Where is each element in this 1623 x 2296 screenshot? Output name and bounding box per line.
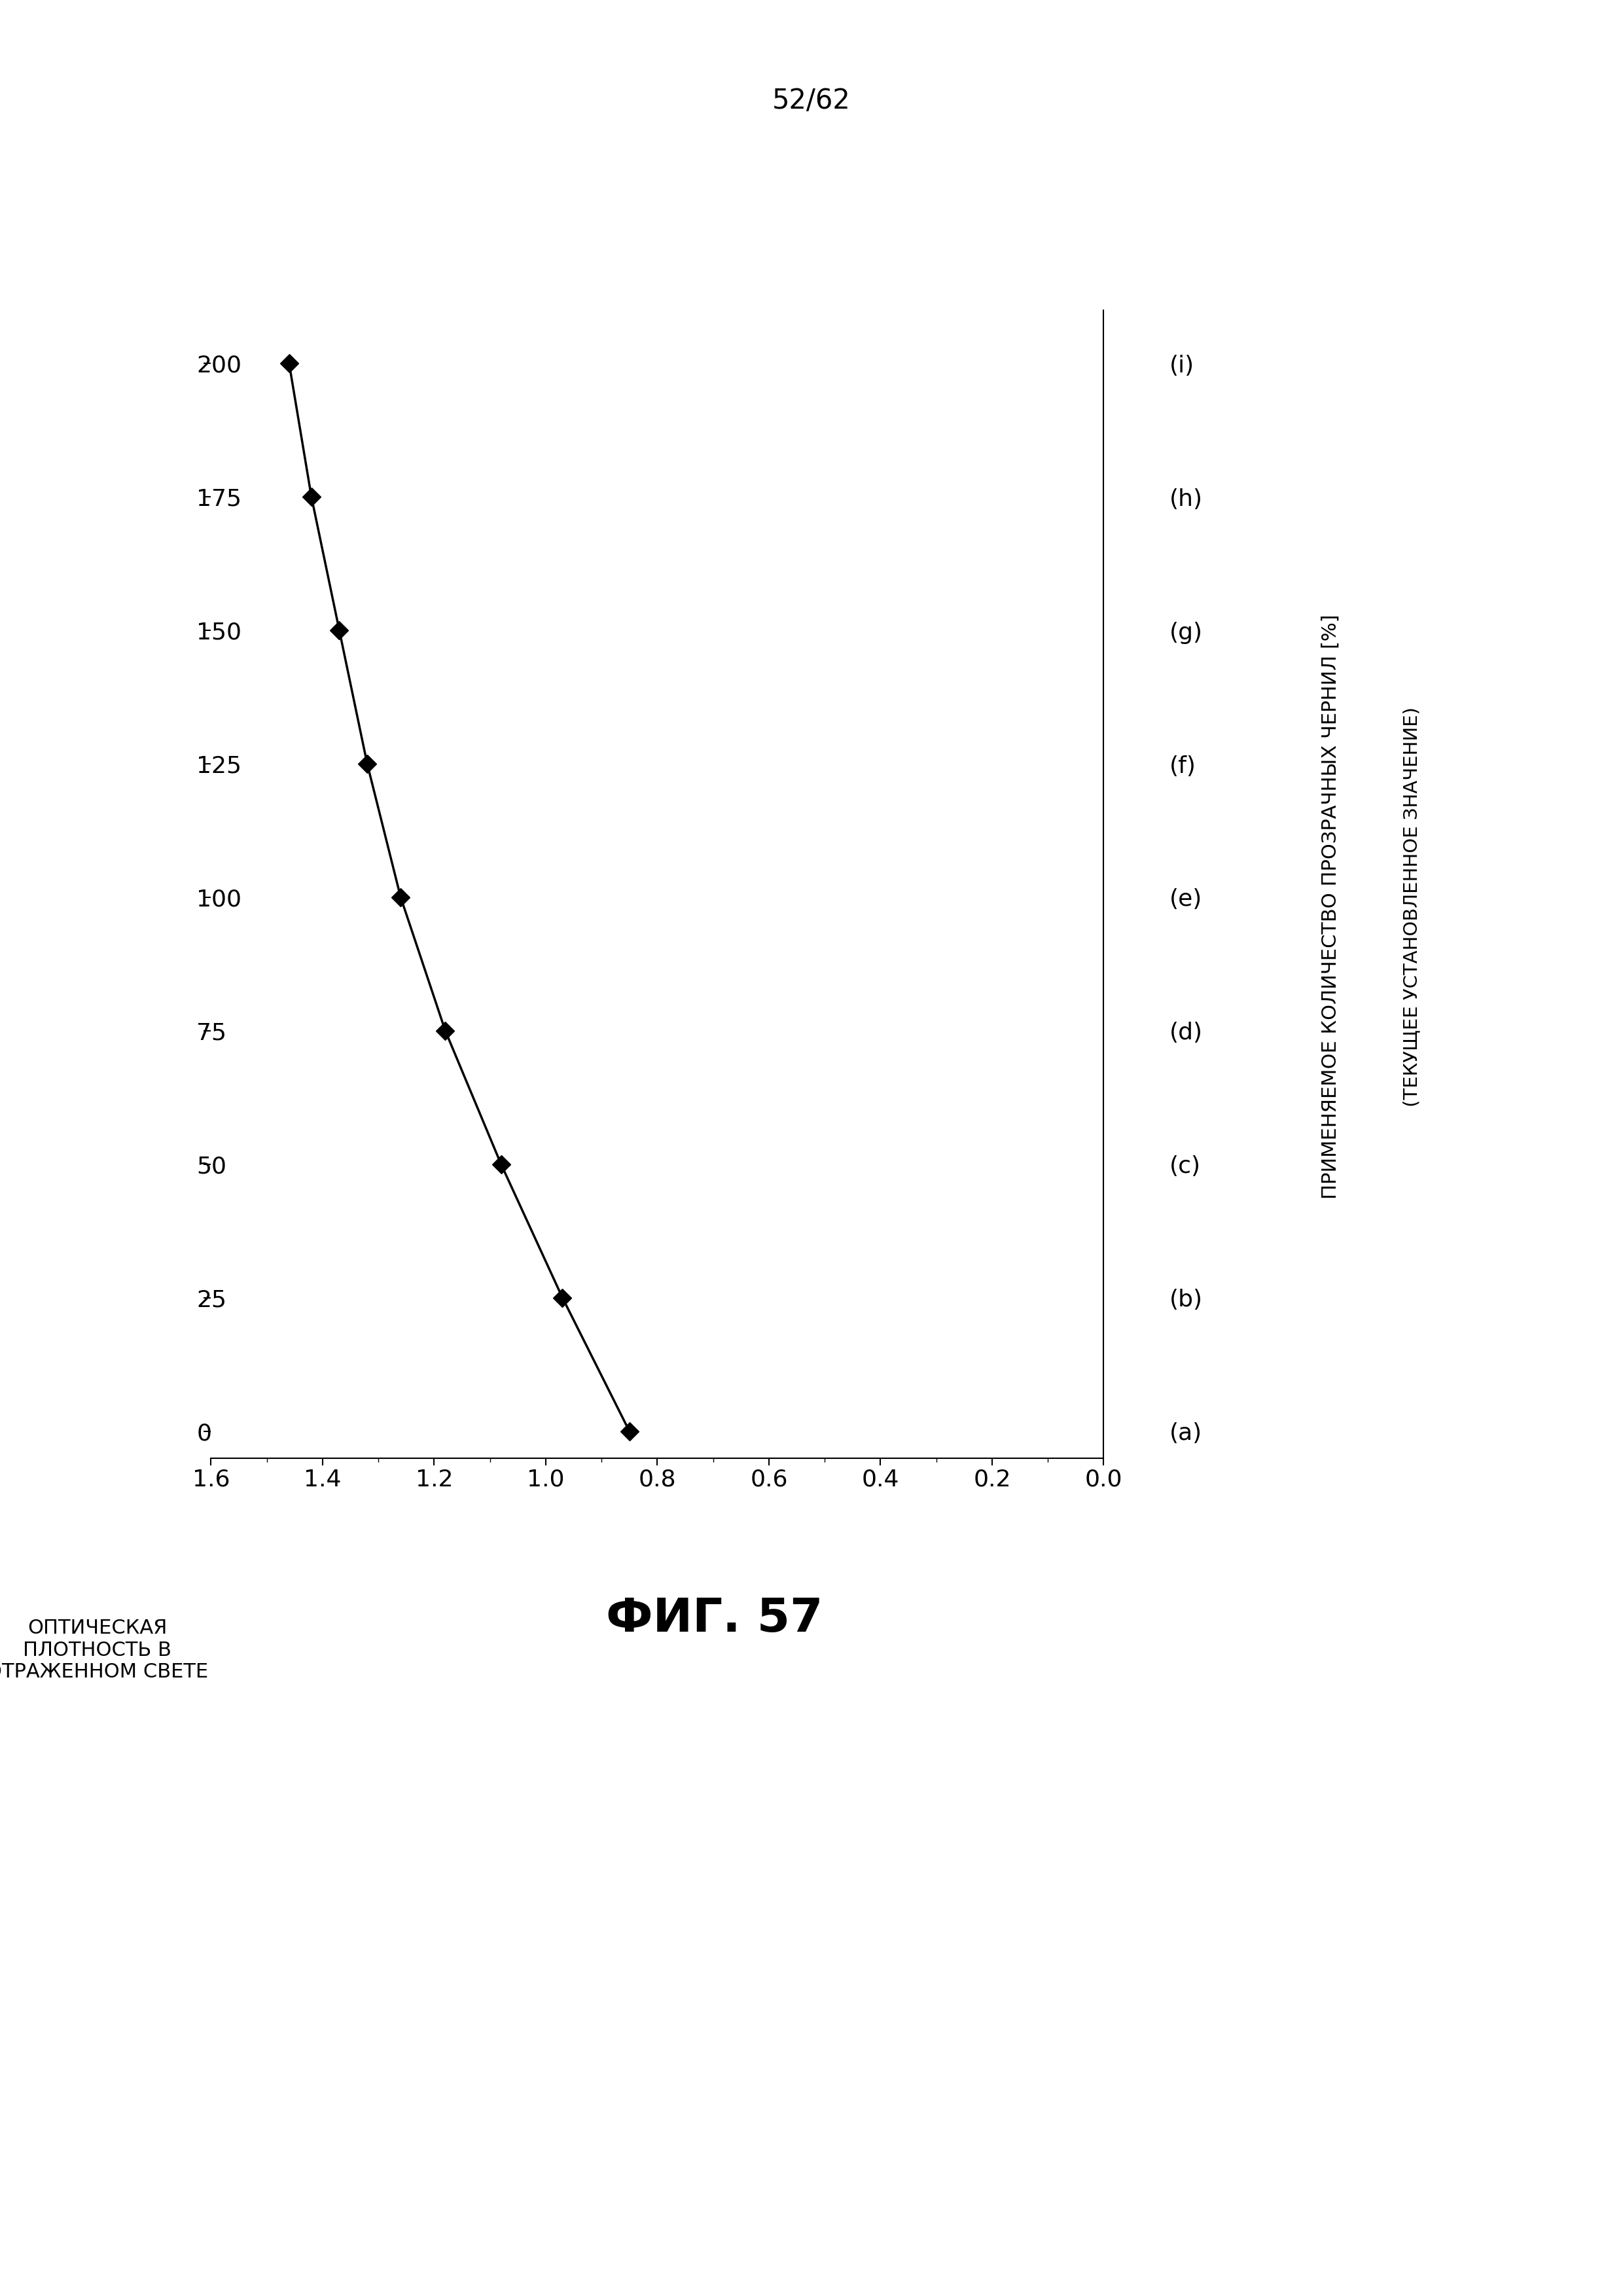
Text: ФИГ. 57: ФИГ. 57	[605, 1596, 823, 1642]
Text: (ТЕКУЩЕЕ УСТАНОВЛЕННОЕ ЗНАЧЕНИЕ): (ТЕКУЩЕЕ УСТАНОВЛЕННОЕ ЗНАЧЕНИЕ)	[1402, 707, 1422, 1107]
Text: ОПТИЧЕСКАЯ
ПЛОТНОСТЬ В
ОТРАЖЕННОМ СВЕТЕ: ОПТИЧЕСКАЯ ПЛОТНОСТЬ В ОТРАЖЕННОМ СВЕТЕ	[0, 1619, 208, 1681]
Text: ПРИМЕНЯЕМОЕ КОЛИЧЕСТВО ПРОЗРАЧНЫХ ЧЕРНИЛ [%]: ПРИМЕНЯЕМОЕ КОЛИЧЕСТВО ПРОЗРАЧНЫХ ЧЕРНИЛ…	[1321, 615, 1341, 1199]
Text: 52/62: 52/62	[773, 87, 850, 115]
